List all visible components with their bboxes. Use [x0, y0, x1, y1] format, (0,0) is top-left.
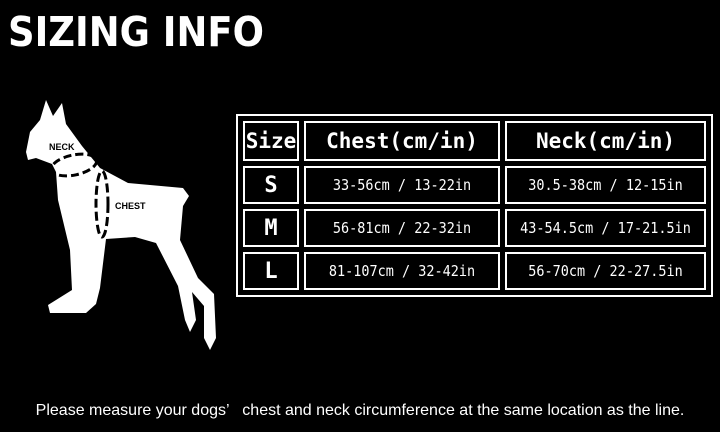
neck-cell: 43-54.5cm / 17-21.5in [505, 209, 706, 247]
neck-measure-line [49, 152, 99, 178]
table-row: M 56-81cm / 22-32in 43-54.5cm / 17-21.5i… [243, 209, 706, 247]
dog-silhouette [26, 100, 216, 350]
chest-value: 33-56cm / 13-22in [332, 176, 472, 194]
neck-value: 43-54.5cm / 17-21.5in [520, 219, 691, 237]
size-chart-table: Size Chest(cm/in) Neck(cm/in) S 33-56cm … [236, 114, 713, 297]
neck-cell: 56-70cm / 22-27.5in [505, 252, 706, 290]
chest-value: 56-81cm / 22-32in [332, 219, 472, 237]
table-row: S 33-56cm / 13-22in 30.5-38cm / 12-15in [243, 166, 706, 204]
chest-label: CHEST [115, 201, 146, 211]
chest-measure-line [94, 169, 110, 239]
chest-cell: 81-107cm / 32-42in [304, 252, 500, 290]
size-cell: S [243, 166, 299, 204]
chest-cell: 33-56cm / 13-22in [304, 166, 500, 204]
table-row: L 81-107cm / 32-42in 56-70cm / 22-27.5in [243, 252, 706, 290]
table-header-row: Size Chest(cm/in) Neck(cm/in) [243, 121, 706, 161]
neck-label: NECK [49, 142, 75, 152]
header-chest: Chest(cm/in) [304, 121, 500, 161]
header-neck: Neck(cm/in) [505, 121, 706, 161]
neck-cell: 30.5-38cm / 12-15in [505, 166, 706, 204]
size-cell: M [243, 209, 299, 247]
neck-value: 56-70cm / 22-27.5in [528, 262, 683, 280]
page-title: SIZING INFO [8, 8, 264, 56]
header-size: Size [243, 121, 299, 161]
size-cell: L [243, 252, 299, 290]
measurement-note: Please measure your dogs’ chest and neck… [35, 402, 685, 419]
chest-value: 81-107cm / 32-42in [328, 262, 476, 280]
neck-value: 30.5-38cm / 12-15in [528, 176, 683, 194]
dog-silhouette-illustration [26, 100, 216, 350]
chest-cell: 56-81cm / 22-32in [304, 209, 500, 247]
